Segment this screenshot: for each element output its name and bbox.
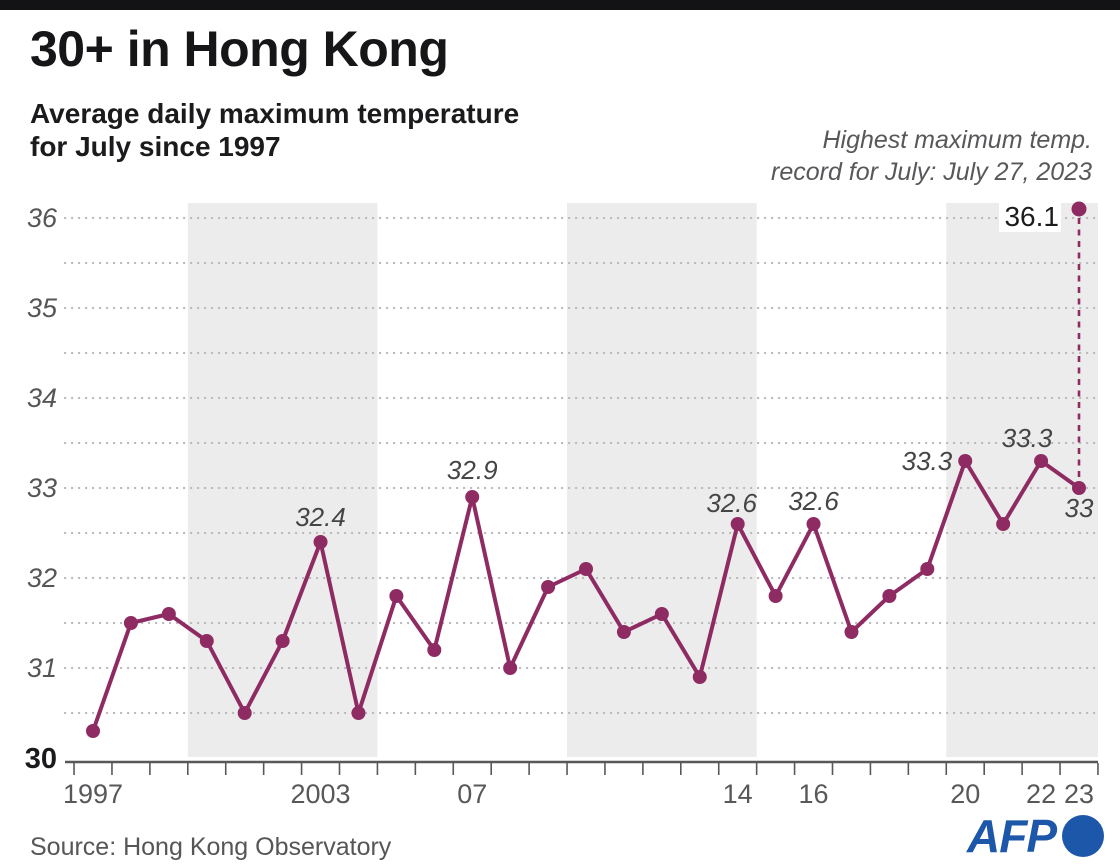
data-point	[616, 625, 631, 639]
data-point	[389, 589, 404, 603]
data-point	[1071, 481, 1086, 495]
data-point	[351, 706, 366, 720]
data-point	[1034, 454, 1049, 468]
record-label-halo	[998, 202, 1061, 232]
data-point	[920, 562, 935, 576]
data-point	[654, 607, 669, 621]
shaded-band	[946, 203, 1098, 757]
y-axis-label: 30	[25, 743, 57, 775]
data-point	[578, 562, 593, 576]
y-axis-label: 36	[27, 203, 58, 233]
y-axis-label: 35	[27, 293, 58, 323]
y-axis-label: 33	[27, 473, 57, 503]
record-point	[1071, 201, 1087, 217]
subtitle-line-1: Average daily maximum temperature	[30, 98, 520, 129]
x-axis-label: 1997	[63, 779, 123, 809]
y-axis-label: 32	[27, 563, 57, 593]
data-point	[692, 670, 707, 684]
afp-logo: AFP	[967, 813, 1104, 859]
data-point	[806, 517, 821, 531]
data-point	[199, 634, 214, 648]
x-axis-label: 23	[1064, 779, 1094, 809]
data-point	[730, 517, 745, 531]
annotation-line-2: record for July: July 27, 2023	[771, 158, 1092, 186]
x-axis-label: 14	[723, 779, 753, 809]
x-axis-label: 16	[799, 779, 829, 809]
afp-circle-icon	[1062, 815, 1104, 857]
data-point	[541, 580, 556, 594]
x-axis-label: 22	[1026, 779, 1056, 809]
data-point	[996, 517, 1011, 531]
afp-wordmark: AFP	[967, 810, 1057, 862]
data-point-label: 32.4	[295, 502, 346, 532]
data-point	[465, 490, 480, 504]
record-annotation: Highest maximum temp. record for July: J…	[771, 124, 1092, 188]
annotation-line-1: Highest maximum temp.	[822, 126, 1092, 154]
data-point	[844, 625, 859, 639]
record-value-label: 36.1	[1004, 201, 1059, 232]
data-point	[123, 616, 138, 630]
data-point	[313, 535, 328, 549]
data-point-label: 33.3	[902, 446, 953, 476]
x-axis-label: 20	[950, 779, 980, 809]
chart-subtitle: Average daily maximum temperature for Ju…	[30, 97, 519, 163]
data-point-label: 32.6	[706, 488, 757, 518]
data-point	[86, 724, 100, 738]
subtitle-line-2: for July since 1997	[30, 131, 281, 162]
data-point	[503, 661, 518, 675]
top-bar	[0, 0, 1120, 10]
data-point-label: 33.3	[1002, 423, 1053, 453]
source-credit: Source: Hong Kong Observatory	[30, 833, 392, 861]
data-point	[958, 454, 973, 468]
data-point	[275, 634, 290, 648]
data-point-label: 32.6	[788, 486, 839, 516]
data-point	[161, 607, 176, 621]
data-point	[427, 643, 442, 657]
shaded-band	[567, 203, 757, 757]
data-point	[237, 706, 252, 720]
data-point-label: 33	[1065, 493, 1094, 523]
y-axis-label: 31	[27, 653, 57, 683]
chart-title: 30+ in Hong Kong	[30, 21, 449, 77]
x-axis-label: 07	[457, 779, 487, 809]
data-point-label: 32.9	[447, 455, 498, 485]
y-axis-label: 34	[27, 383, 57, 413]
x-axis-label: 2003	[290, 779, 350, 809]
data-point	[882, 589, 897, 603]
data-point	[768, 589, 783, 603]
